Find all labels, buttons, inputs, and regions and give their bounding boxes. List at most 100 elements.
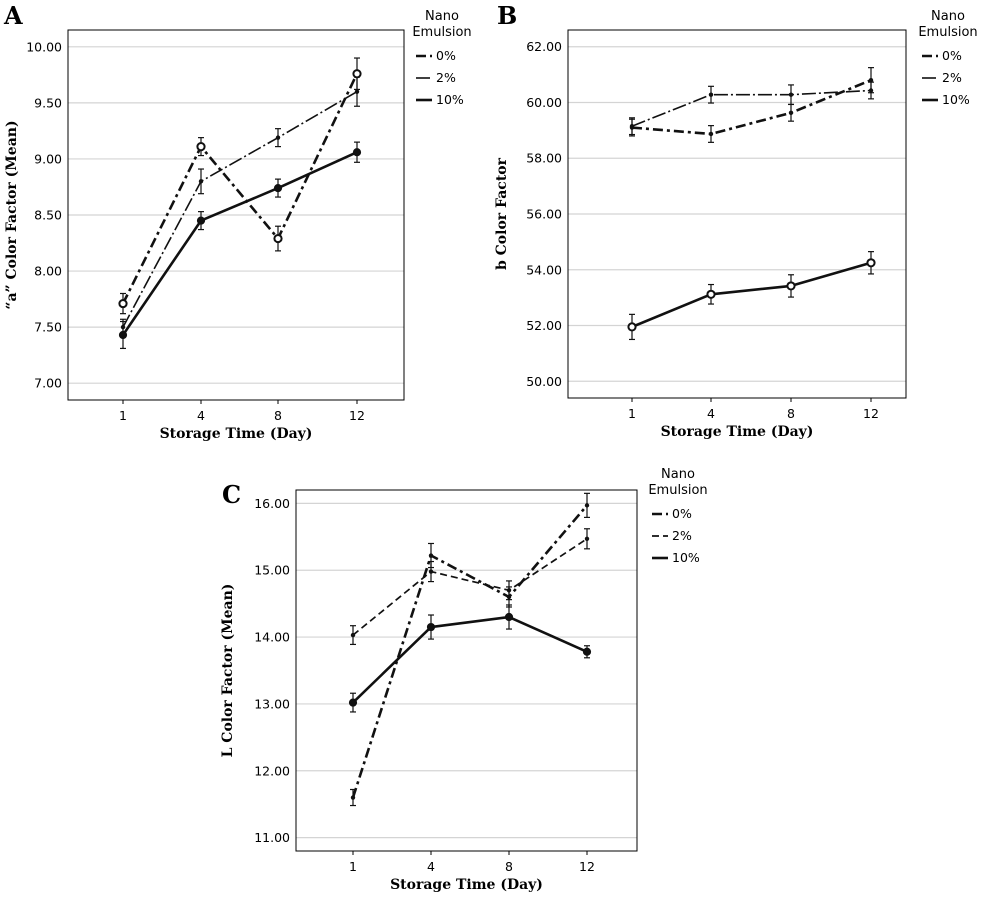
y-tick-label: 7.00	[34, 376, 62, 391]
x-tick-label: 4	[427, 859, 435, 874]
y-tick-label: 52.00	[526, 318, 562, 333]
data-point	[275, 135, 281, 140]
legend-label: 0%	[436, 48, 456, 63]
chart-panel-a: A 7.00 7.50 8.00 8.50 9.00 9.50 10.00 1 4 8 12 Stora…	[3, 1, 472, 442]
y-axis-title: “a” Color Factor (Mean)	[4, 120, 20, 309]
legend-label: 10%	[436, 92, 464, 107]
data-point	[582, 647, 592, 656]
data-point	[350, 795, 356, 800]
data-point	[118, 330, 128, 340]
x-tick-label: 1	[628, 406, 636, 421]
data-point	[627, 322, 637, 332]
data-point	[273, 233, 283, 244]
legend-label: 10%	[672, 550, 700, 565]
y-tick-label: 13.00	[254, 696, 290, 711]
data-point	[788, 110, 794, 116]
plot-frame	[67, 29, 405, 401]
y-tick-label: 7.50	[34, 320, 62, 335]
data-point	[354, 89, 360, 94]
y-tick-label: 56.00	[526, 207, 562, 222]
series-line-2pct	[122, 90, 358, 328]
data-point	[868, 77, 874, 83]
x-tick-label: 8	[505, 859, 513, 874]
y-tick-label: 9.50	[34, 95, 62, 110]
x-axis-title: Storage Time (Day)	[661, 424, 814, 440]
series-line-0pct	[121, 73, 359, 305]
panel-letter: A	[3, 1, 23, 30]
data-point	[428, 553, 434, 558]
panel-letter: B	[497, 1, 517, 30]
legend-label: 10%	[942, 92, 970, 107]
legend-title: Emulsion	[648, 483, 707, 498]
data-point	[273, 183, 283, 193]
series-line-10pct	[352, 615, 588, 704]
x-tick-label: 8	[787, 406, 795, 421]
y-tick-label: 14.00	[254, 630, 290, 645]
y-tick-label: 11.00	[254, 830, 290, 845]
y-axis-title: L Color Factor (Mean)	[220, 584, 236, 758]
y-tick-label: 15.00	[254, 563, 290, 578]
data-point	[788, 92, 794, 97]
y-tick-label: 8.50	[34, 208, 62, 223]
plot-frame	[295, 489, 638, 852]
x-tick-label: 1	[349, 859, 357, 874]
legend-title: Emulsion	[918, 25, 977, 40]
data-point	[196, 142, 206, 152]
x-tick-label: 1	[119, 408, 127, 423]
legend-label: 0%	[942, 48, 962, 63]
series-line-2pct	[352, 538, 588, 636]
data-point	[352, 148, 362, 157]
y-axis-title: b Color Factor	[494, 157, 510, 270]
data-point	[426, 622, 436, 632]
series-line-2pct	[631, 89, 872, 127]
data-point	[350, 632, 356, 638]
data-point	[584, 536, 590, 542]
y-tick-label: 58.00	[526, 151, 562, 166]
chart-panel-c: C 11.00 12.00 13.00 14.00 15.00 16.00 1 4 8 12 Stor…	[220, 467, 708, 893]
data-point	[629, 123, 635, 129]
legend-label: 0%	[672, 506, 692, 521]
x-tick-label: 4	[197, 408, 205, 423]
data-point	[708, 92, 714, 97]
series-line-10pct	[121, 151, 358, 336]
data-point	[868, 88, 874, 93]
data-point	[706, 289, 716, 299]
panel-letter: C	[222, 480, 241, 509]
legend-title: Emulsion	[412, 25, 471, 40]
y-tick-label: 62.00	[526, 39, 562, 54]
legend-label: 2%	[942, 70, 962, 85]
legend-title: Nano	[425, 9, 459, 24]
y-tick-label: 54.00	[526, 262, 562, 277]
x-tick-label: 12	[349, 408, 365, 423]
data-point	[196, 216, 206, 225]
legend-title: Nano	[931, 9, 965, 24]
data-point	[348, 698, 358, 707]
data-point	[428, 569, 434, 574]
data-point	[198, 179, 204, 184]
y-tick-label: 50.00	[526, 374, 562, 389]
series-line-10pct	[631, 261, 872, 329]
legend-label: 2%	[436, 70, 456, 85]
legend-title: Nano	[661, 467, 695, 482]
x-tick-label: 12	[579, 859, 595, 874]
x-tick-label: 8	[274, 408, 282, 423]
y-tick-label: 60.00	[526, 95, 562, 110]
data-point	[708, 131, 714, 137]
data-point	[786, 281, 796, 291]
y-tick-label: 10.00	[26, 39, 62, 54]
data-point	[504, 612, 514, 622]
data-point	[866, 258, 876, 268]
plot-frame	[567, 29, 907, 399]
data-point	[584, 503, 590, 508]
y-tick-label: 12.00	[254, 763, 290, 778]
data-point	[118, 298, 128, 309]
data-point	[352, 69, 362, 79]
legend-label: 2%	[672, 528, 692, 543]
x-tick-label: 12	[863, 406, 879, 421]
y-tick-label: 16.00	[254, 496, 290, 511]
chart-panel-b: B 50.00 52.00 54.00 56.00 58.00 60.00 62.00 1 4 8 1…	[494, 1, 978, 440]
